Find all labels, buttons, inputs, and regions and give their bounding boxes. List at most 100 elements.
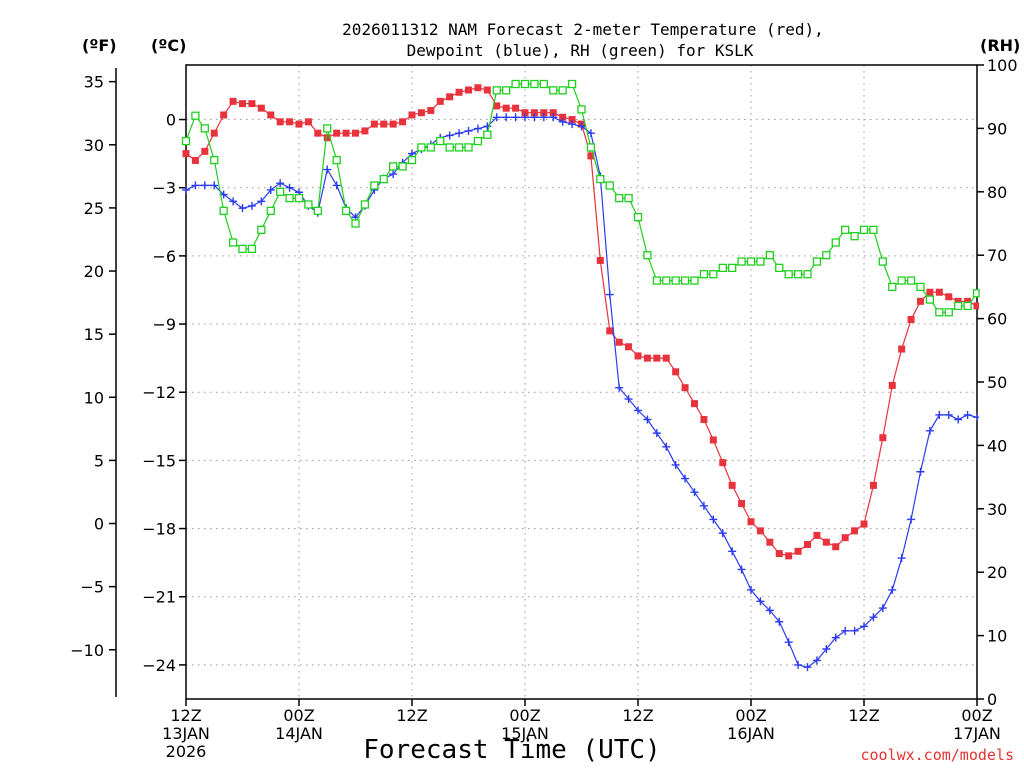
dewpoint-point	[963, 410, 972, 419]
2-meter-temperature-point	[907, 316, 915, 324]
2-meter-temperature-point	[926, 288, 934, 296]
rh-point	[935, 308, 944, 317]
dewpoint-point	[944, 410, 953, 419]
dewpoint-point	[869, 613, 878, 622]
x-tick-label: 15JAN	[501, 724, 549, 743]
rh-point	[888, 282, 897, 292]
dewpoint-point	[549, 113, 558, 122]
rh-point	[539, 79, 548, 89]
rh-point	[793, 270, 803, 279]
2-meter-temperature-point	[813, 531, 821, 539]
dewpoint-point	[775, 617, 784, 626]
rh-point	[916, 282, 925, 292]
rh-point	[897, 276, 906, 285]
dewpoint-point	[737, 565, 746, 574]
2-meter-temperature-point	[455, 88, 463, 96]
x-tick-label: 2026	[166, 742, 207, 761]
rh-point	[520, 79, 530, 89]
2-meter-temperature-point	[709, 436, 717, 444]
dewpoint-point	[539, 113, 548, 122]
rh-point	[822, 251, 831, 260]
chart-title-line-1: 2026011312 NAM Forecast 2-meter Temperat…	[342, 20, 824, 39]
2-meter-temperature-point	[380, 120, 388, 128]
x-axis-title: Forecast Time (UTC)	[363, 735, 660, 765]
rh-point	[219, 206, 228, 215]
x-tick-label: 00Z	[509, 706, 540, 725]
rh-point	[257, 225, 266, 234]
rh-point	[906, 276, 916, 285]
2-meter-temperature-point	[370, 120, 378, 128]
dewpoint-point	[709, 515, 718, 524]
2-meter-temperature-point	[756, 527, 764, 535]
rh-point	[247, 244, 257, 254]
dewpoint-point	[445, 131, 454, 140]
celsius-tick-label: −9	[152, 315, 176, 334]
rh-point	[624, 193, 633, 203]
celsius-tick-label: −12	[142, 383, 176, 402]
rh-point	[878, 257, 887, 266]
fahrenheit-tick-label: 15	[84, 325, 104, 344]
2-meter-temperature-point	[540, 109, 548, 117]
rh-tick-label: 30	[987, 500, 1007, 519]
2-meter-temperature-point	[615, 338, 623, 346]
dewpoint-point	[784, 638, 793, 647]
dewpoint-point	[182, 185, 190, 194]
rh-point	[605, 181, 614, 190]
dewpoint-point	[973, 413, 979, 422]
dewpoint-point	[718, 529, 727, 538]
dewpoint-point	[681, 474, 690, 483]
x-tick-label: 00Z	[283, 706, 314, 725]
rh-point	[699, 270, 709, 279]
celsius-tick-label: −15	[142, 451, 176, 470]
rh-point	[690, 276, 699, 285]
dewpoint-point	[473, 124, 482, 133]
dewpoint-point	[925, 426, 934, 435]
2-meter-temperature-point	[352, 129, 359, 137]
2-meter-temperature-point	[587, 152, 595, 160]
data-series	[181, 79, 980, 672]
x-tick-label: 17JAN	[953, 724, 1001, 743]
fahrenheit-tick-label: 25	[84, 199, 104, 218]
dewpoint-point	[747, 585, 755, 594]
celsius-tick-label: −6	[152, 247, 176, 266]
rh-point	[407, 155, 417, 165]
dewpoint-point	[521, 113, 529, 122]
2-meter-temperature-point	[935, 288, 943, 296]
dewpoint-point	[671, 460, 680, 469]
2-meter-temperature-point	[841, 534, 849, 542]
dewpoint-point	[954, 415, 963, 424]
dewpoint-point	[935, 410, 944, 419]
dewpoint-point	[229, 197, 238, 206]
rh-point	[511, 79, 520, 89]
rh-point	[370, 181, 379, 190]
rh-point	[181, 136, 191, 146]
rh-point	[718, 263, 727, 273]
rh-point	[756, 257, 765, 266]
dewpoint-point	[276, 179, 285, 188]
rh-point	[341, 206, 351, 215]
rh-point	[502, 86, 511, 95]
rh-point	[925, 295, 935, 304]
x-tick-label: 13JAN	[162, 724, 210, 743]
2-meter-temperature-point	[973, 302, 979, 310]
rh-point	[492, 86, 501, 95]
fahrenheit-tick-label: −10	[70, 641, 104, 660]
2-meter-temperature-point	[832, 543, 840, 551]
2-meter-temperature-point	[493, 102, 501, 110]
dewpoint-point	[492, 113, 501, 122]
celsius-axis-unit-label: (ºC)	[151, 36, 186, 55]
dewpoint-point	[502, 113, 511, 122]
dewpoint-point	[822, 645, 831, 654]
rh-point	[728, 263, 737, 273]
rh-point	[954, 301, 963, 311]
rh-tick-label: 40	[987, 436, 1007, 455]
2-meter-temperature-point	[559, 113, 567, 121]
gridlines	[186, 65, 977, 699]
dewpoint-point	[878, 604, 887, 613]
rh-point	[831, 238, 840, 247]
rh-point	[643, 251, 652, 260]
2-meter-temperature-point	[625, 343, 633, 351]
2-meter-temperature-point	[860, 520, 868, 528]
dewpoint-point	[238, 204, 247, 213]
dewpoint-point	[803, 663, 812, 672]
